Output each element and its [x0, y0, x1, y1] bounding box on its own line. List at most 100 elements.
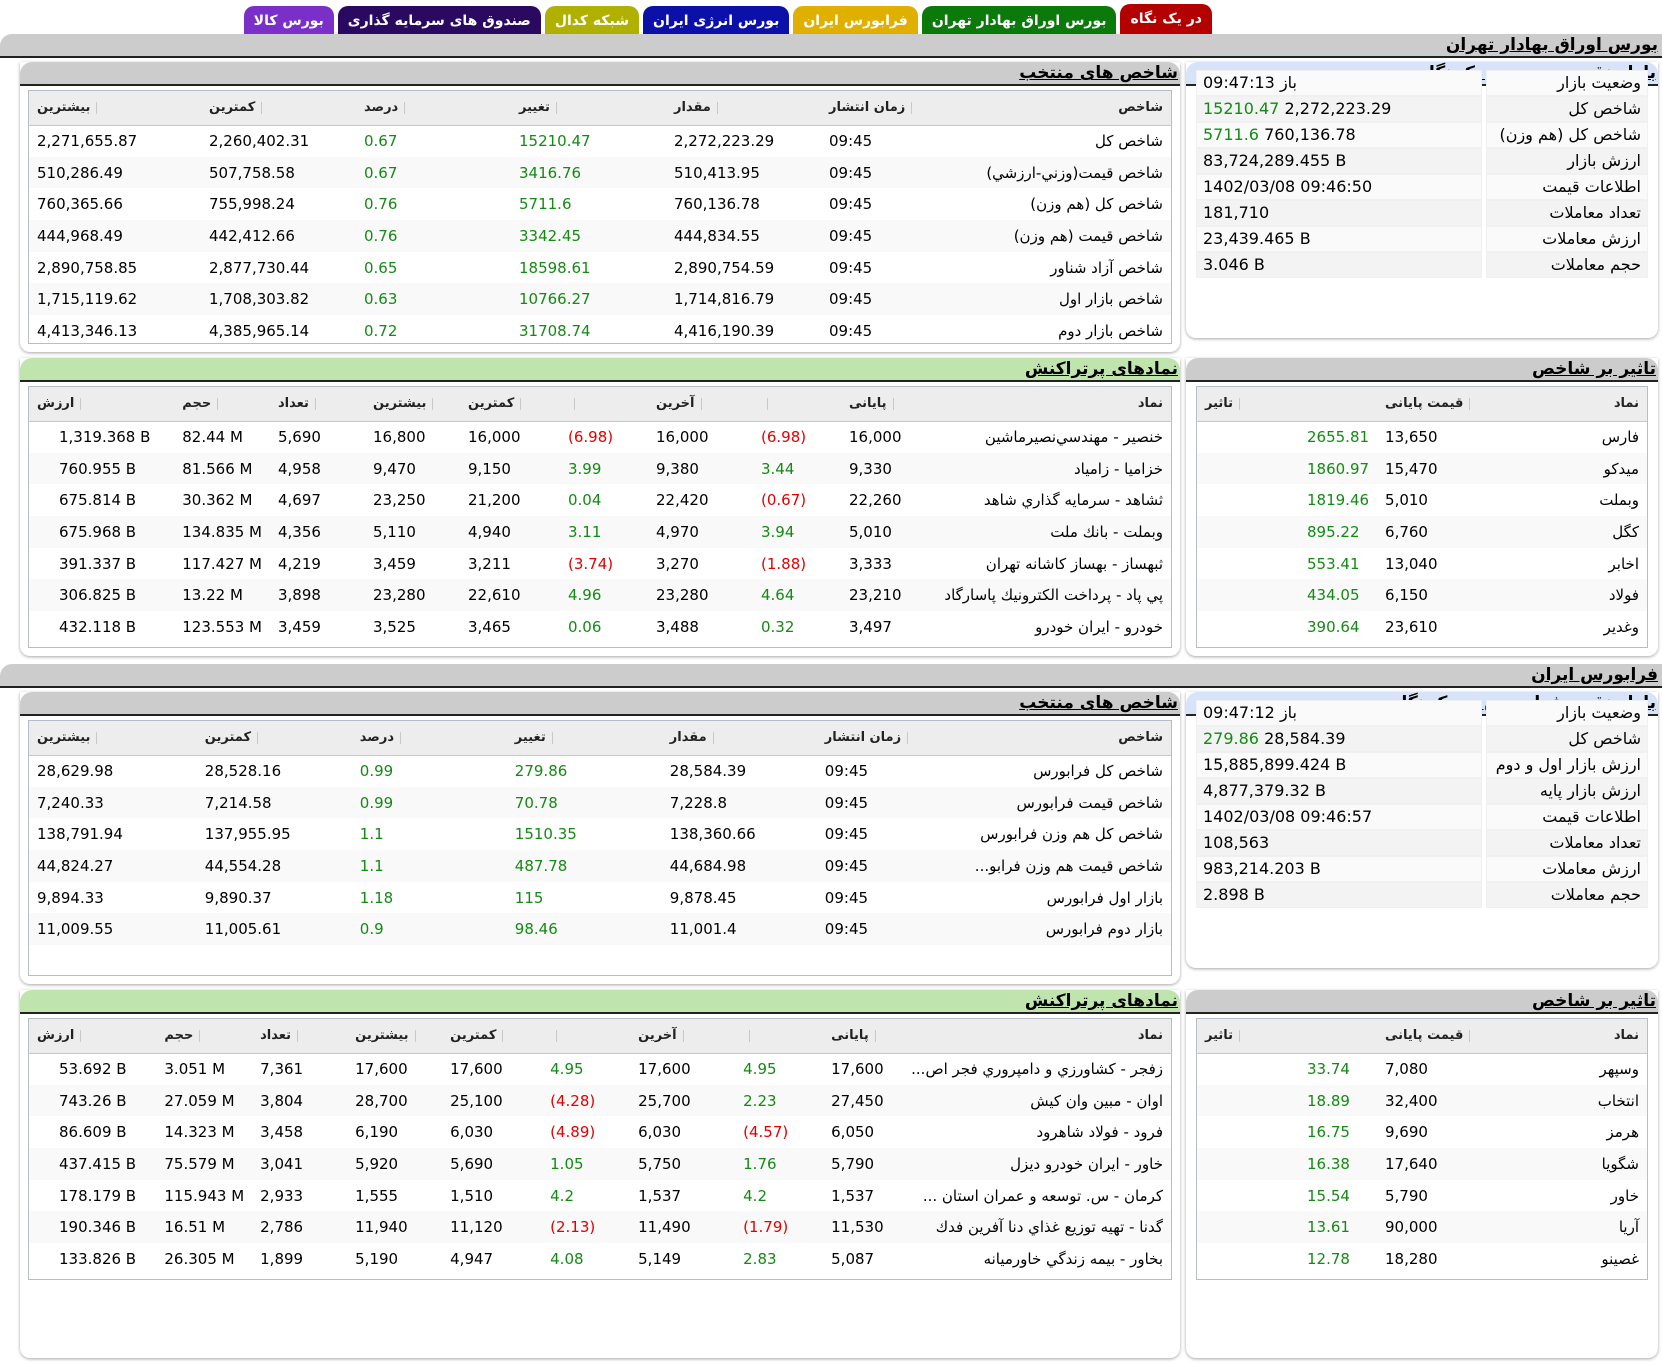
- table-row[interactable]: شگویا 17,640 16.38: [1197, 1148, 1647, 1180]
- impact-symbol[interactable]: شگویا: [1517, 1148, 1647, 1180]
- column-header[interactable]: حجم: [156, 1019, 253, 1054]
- table-row[interactable]: میدکو 15,470 1860.97: [1197, 452, 1647, 485]
- tab-0[interactable]: در یک نگاه: [1120, 4, 1212, 36]
- impact-symbol[interactable]: کگل: [1517, 516, 1647, 548]
- table-row[interactable]: شاخص بازار اول 09:45 1,714,816.79 10766.27 0…: [29, 283, 1171, 316]
- tab-6[interactable]: بورس کالا: [243, 6, 334, 36]
- impact-symbol[interactable]: فارس: [1601, 428, 1639, 447]
- column-header[interactable]: کمترین: [442, 1019, 543, 1054]
- table-row[interactable]: شاخص بازار دوم 09:45 4,416,190.39 31708.74 0…: [29, 315, 1171, 347]
- table-row[interactable]: خاور - ایران خودرو دیزل 5,790 1.76 5,750 1.0…: [29, 1148, 1171, 1180]
- column-header[interactable]: نماد: [903, 1019, 1171, 1054]
- table-row[interactable]: وبملت 5,010 1819.46: [1197, 484, 1647, 516]
- column-header[interactable]: بیشترین: [347, 1019, 443, 1054]
- table-row[interactable]: فرود - فولاد شاهرود 6,050 (4.57) 6,030 (4.89…: [29, 1116, 1171, 1148]
- table-row[interactable]: شاخص آزاد شناور 09:45 2,890,754.59 18598.61…: [29, 252, 1171, 284]
- column-header[interactable]: تغییر: [506, 721, 662, 756]
- column-header[interactable]: ارزش: [29, 387, 175, 422]
- active-symbol[interactable]: پي پاد - پرداخت الكترونيك پاسارگاد: [921, 579, 1171, 612]
- column-header[interactable]: مقدار: [666, 91, 821, 126]
- column-header[interactable]: آخرین: [648, 387, 753, 422]
- active-symbol[interactable]: خودرو - ايران خودرو: [1035, 617, 1163, 636]
- column-header[interactable]: درصد: [356, 91, 511, 126]
- table-row[interactable]: خودرو - ايران خودرو 3,497 0.32 3,488 0.06 3,4…: [29, 611, 1171, 643]
- table-row[interactable]: شاخص قيمت (هم وزن) 09:45 444,834.55 3342.45…: [29, 220, 1171, 252]
- column-header[interactable]: تعداد: [270, 387, 365, 422]
- column-header[interactable]: پایانی: [823, 1019, 904, 1054]
- active-symbol[interactable]: زفجر - كشاورزي و دامپروري فجر اص...: [911, 1060, 1163, 1079]
- column-header[interactable]: نماد: [921, 387, 1171, 422]
- table-row[interactable]: شاخص کل هم وزن فرابورس 09:45 138,360.66 151…: [29, 818, 1171, 850]
- column-header[interactable]: بیشترین: [29, 91, 201, 126]
- tab-4[interactable]: شبکه کدال: [544, 6, 639, 36]
- column-header[interactable]: تغییر: [511, 91, 666, 126]
- table-row[interactable]: بخاور - بیمه زندگي خاورمیانه 5,087 2.83 5,1…: [29, 1243, 1171, 1275]
- column-header[interactable]: بیشترین: [29, 721, 197, 756]
- column-header[interactable]: شاخص: [966, 721, 1171, 756]
- impact-symbol[interactable]: وسپهر: [1599, 1060, 1639, 1079]
- active-symbol[interactable]: خزامیا - زامیاد: [921, 452, 1171, 485]
- table-row[interactable]: شاخص کل 09:45 2,272,223.29 15210.47 0.67 2,26…: [29, 125, 1171, 157]
- column-header[interactable]: کمترین: [201, 91, 356, 126]
- active-symbol[interactable]: وبملت - بانك ملت: [921, 516, 1171, 548]
- table-row[interactable]: پي پاد - پرداخت الكترونيك پاسارگاد 23,210…: [29, 579, 1171, 612]
- column-header[interactable]: [542, 1019, 631, 1054]
- impact-symbol[interactable]: غصینو: [1601, 1249, 1639, 1268]
- impact-symbol[interactable]: وغدیر: [1603, 617, 1639, 636]
- column-header[interactable]: کمترین: [196, 721, 352, 756]
- impact-symbol[interactable]: آریا: [1517, 1211, 1647, 1244]
- impact-symbol[interactable]: فولاد: [1517, 579, 1647, 612]
- table-row[interactable]: هرمز 9,690 16.75: [1197, 1116, 1647, 1148]
- table-row[interactable]: شاخص قيمت(وزني-ارزشي) 09:45 510,413.95 3416…: [29, 156, 1171, 189]
- column-header[interactable]: بیشترین: [365, 387, 460, 422]
- column-header[interactable]: [735, 1019, 824, 1054]
- table-row[interactable]: خاور 5,790 15.54: [1197, 1180, 1647, 1212]
- impact-symbol[interactable]: میدکو: [1517, 452, 1647, 485]
- column-header[interactable]: قیمت پایانی: [1377, 1019, 1517, 1054]
- table-row[interactable]: وبملت - بانك ملت 5,010 3.94 4,970 3.11 4,940 5…: [29, 516, 1171, 548]
- impact-symbol[interactable]: خاور: [1610, 1186, 1639, 1205]
- active-symbol[interactable]: اوان - مبین وان کیش: [903, 1084, 1171, 1117]
- column-header[interactable]: آخرین: [630, 1019, 736, 1054]
- table-row[interactable]: بازار دوم فرابورس 09:45 11,001.4 98.46 0.9 11…: [29, 913, 1171, 946]
- impact-symbol[interactable]: هرمز: [1606, 1123, 1640, 1142]
- impact-symbol[interactable]: وبملت: [1599, 491, 1639, 510]
- table-row[interactable]: آریا 90,000 13.61: [1197, 1211, 1647, 1244]
- table-row[interactable]: فارس 13,650 2655.81: [1197, 421, 1647, 453]
- table-row[interactable]: اخابر 13,040 553.41: [1197, 548, 1647, 580]
- table-row[interactable]: شاخص کل فرابورس 09:45 28,584.39 279.86 0.99 2…: [29, 755, 1171, 787]
- active-symbol[interactable]: خنصیر - مهندسي‌نصيرماشين: [984, 428, 1163, 447]
- tab-3[interactable]: بورس انرژی ایران: [643, 6, 790, 36]
- column-header[interactable]: تاثیر: [1197, 387, 1378, 422]
- column-header[interactable]: نماد: [1517, 387, 1647, 422]
- table-row[interactable]: کگل 6,760 895.22: [1197, 516, 1647, 548]
- active-symbol[interactable]: ثبهساز - بهساز كاشانه تهران: [985, 554, 1163, 573]
- column-header[interactable]: تاثیر: [1197, 1019, 1377, 1054]
- column-header[interactable]: تعداد: [252, 1019, 348, 1054]
- column-header[interactable]: درصد: [351, 721, 507, 756]
- table-row[interactable]: غصینو 18,280 12.78: [1197, 1243, 1647, 1275]
- table-row[interactable]: وسپهر 7,080 33.74: [1197, 1053, 1647, 1085]
- impact-symbol[interactable]: اخابر: [1608, 554, 1639, 573]
- active-symbol[interactable]: خاور - ایران خودرو دیزل: [903, 1148, 1171, 1180]
- tab-5[interactable]: صندوق های سرمایه گذاری: [337, 6, 541, 36]
- active-symbol[interactable]: ثشاهد - سرمايه گذاري شاهد: [983, 491, 1163, 510]
- table-row[interactable]: زفجر - كشاورزي و دامپروري فجر اص... 17,60…: [29, 1053, 1171, 1085]
- table-row[interactable]: شاخص قیمت هم وزن فرابو... 09:45 44,684.98 4…: [29, 850, 1171, 882]
- column-header[interactable]: قیمت پایانی: [1377, 387, 1518, 422]
- table-row[interactable]: اوان - مبین وان کیش 27,450 2.23 25,700 (4.28…: [29, 1084, 1171, 1117]
- table-row[interactable]: بازار اول فرابورس 09:45 9,878.45 115 1.18 9,8…: [29, 882, 1171, 914]
- column-header[interactable]: زمان انتشار: [816, 721, 967, 756]
- active-symbol[interactable]: كرمان - س. توسعه و عمران استان ...: [922, 1186, 1163, 1205]
- column-header[interactable]: نماد: [1517, 1019, 1647, 1054]
- table-row[interactable]: خزامیا - زامیاد 9,330 3.44 9,380 3.99 9,150 9,…: [29, 452, 1171, 485]
- table-row[interactable]: شاخص قیمت فرابورس 09:45 7,228.8 70.78 0.99 7,…: [29, 786, 1171, 819]
- impact-symbol[interactable]: انتخاب: [1517, 1084, 1647, 1117]
- active-symbol[interactable]: فرود - فولاد شاهرود: [1036, 1123, 1164, 1142]
- active-symbol[interactable]: گدنا - تهيه توزيع غذاي دنا آفرين فدك: [903, 1211, 1171, 1244]
- table-row[interactable]: انتخاب 32,400 18.89: [1197, 1084, 1647, 1117]
- column-header[interactable]: زمان انتشار: [821, 91, 971, 126]
- table-row[interactable]: شاخص کل (هم وزن) 09:45 760,136.78 5711.6 0.7…: [29, 188, 1171, 220]
- column-header[interactable]: مقدار: [661, 721, 817, 756]
- table-row[interactable]: گدنا - تهيه توزيع غذاي دنا آفرين فدك 11,5…: [29, 1211, 1171, 1244]
